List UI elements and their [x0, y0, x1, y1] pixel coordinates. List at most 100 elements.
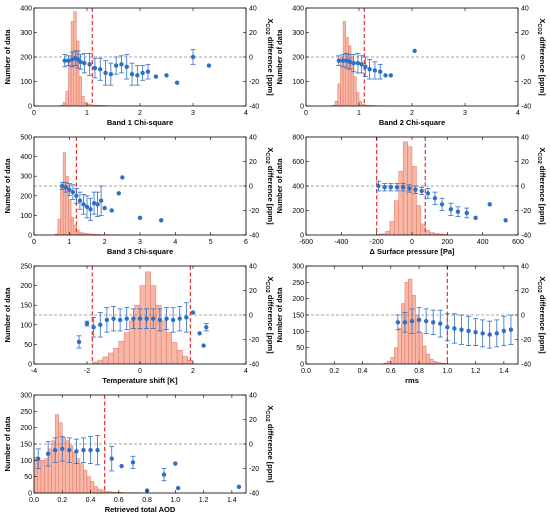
y2-tick-label: 20 [521, 288, 529, 295]
histogram-bar [356, 92, 360, 106]
x-tick-label: 400 [477, 239, 489, 246]
data-point [409, 318, 415, 324]
plot-area [306, 266, 518, 364]
data-point [351, 60, 356, 66]
x-axis-title: Band 1 Chi-square [107, 118, 173, 127]
histogram-bar [76, 40, 80, 106]
data-point [78, 59, 83, 65]
y-tick-label: 300 [20, 30, 32, 37]
y-axis-title: Number of data [3, 416, 12, 472]
histogram-bar [353, 76, 357, 106]
y2-tick-label: 20 [249, 417, 257, 424]
histogram-bar [337, 83, 341, 106]
data-point [74, 193, 79, 198]
y-tick-label: 150 [292, 313, 304, 320]
data-point [367, 67, 372, 72]
histogram-bar [118, 341, 125, 364]
data-point [416, 317, 422, 323]
data-point [98, 322, 103, 327]
histogram-bar [113, 348, 120, 364]
data-point [161, 472, 167, 477]
chart-panel-6: 0.0 0.2 0.4 0.6 0.8 1.0 1.2 1.40501001502002503… [275, 264, 547, 386]
histogram-bar [62, 102, 67, 106]
data-point [74, 449, 79, 454]
data-point [190, 54, 196, 60]
y2-axis-title: XCO2 difference [ppm] [264, 147, 275, 225]
histogram-bar [429, 358, 434, 364]
histogram-bar [97, 488, 102, 493]
histogram-bar [107, 352, 114, 364]
y-axis-title: Number of data [3, 287, 12, 343]
data-point [82, 60, 87, 66]
data-point [63, 185, 68, 190]
y2-tick-label: 0 [521, 313, 525, 320]
data-point [88, 447, 93, 453]
histogram-bar [385, 231, 391, 235]
plot-area [34, 137, 246, 235]
histogram-bar [334, 100, 339, 106]
y2-tick-label: 40 [249, 393, 257, 400]
data-point [173, 461, 178, 466]
y2-axis-title: XCO2 difference [ppm] [264, 405, 275, 483]
y-tick-label: 0 [300, 362, 304, 369]
x-tick-label: 5 [209, 239, 213, 246]
data-point [425, 191, 431, 196]
x-tick-label: 6 [244, 239, 248, 246]
data-point [174, 80, 180, 85]
data-point [124, 316, 129, 321]
data-point [170, 317, 176, 323]
x-tick-label: 0.6 [114, 497, 124, 504]
data-point [336, 58, 342, 63]
data-point [473, 215, 478, 221]
data-point [157, 317, 163, 323]
y-tick-label: 200 [292, 55, 304, 62]
histogram-bar [34, 456, 38, 493]
y-tick-label: 0 [28, 491, 32, 498]
y2-axis-title: XCO2 difference [ppm] [536, 147, 547, 225]
data-point [113, 63, 119, 68]
x-tick-label: 0.2 [57, 497, 67, 504]
data-point [53, 447, 58, 453]
data-point [204, 325, 209, 330]
plot-area [34, 395, 246, 493]
x-tick-label: 200 [441, 239, 453, 246]
data-point [419, 188, 424, 194]
data-point [67, 187, 72, 192]
x-tick-label: -600 [299, 239, 313, 246]
plot-area [306, 137, 518, 235]
data-point [382, 185, 387, 190]
data-point [140, 70, 145, 76]
data-point [432, 196, 438, 201]
y-tick-label: 300 [20, 174, 32, 181]
y-axis-title: Number of data [275, 29, 284, 85]
data-point [95, 447, 100, 453]
data-point [201, 343, 206, 348]
histogram-bar [78, 231, 82, 235]
histogram-bar [160, 320, 167, 364]
x-tick-label: 4 [244, 110, 248, 117]
data-point [206, 63, 212, 68]
y-tick-label: 400 [20, 6, 32, 13]
data-point [45, 451, 51, 456]
data-point [177, 316, 182, 321]
histogram-bar [72, 451, 77, 493]
histogram-bar [182, 355, 188, 364]
data-point [77, 198, 83, 203]
data-point [464, 210, 469, 216]
x-tick-label: 0.8 [142, 497, 152, 504]
x-axis-title: Retrieved total AOD [105, 505, 176, 514]
data-point [487, 202, 492, 207]
histogram-bar [86, 476, 91, 493]
y-tick-label: 0 [28, 233, 32, 240]
y2-tick-label: 0 [249, 442, 253, 449]
histogram-bar [62, 152, 67, 235]
histogram-bar [171, 342, 178, 364]
y-tick-label: 0 [28, 104, 32, 111]
data-point [130, 460, 136, 465]
data-point [67, 447, 72, 453]
y2-tick-label: 20 [249, 30, 257, 37]
data-point [95, 202, 100, 207]
y2-tick-label: 0 [521, 184, 525, 191]
histogram-bar [425, 353, 430, 364]
histogram-bar [397, 327, 402, 364]
